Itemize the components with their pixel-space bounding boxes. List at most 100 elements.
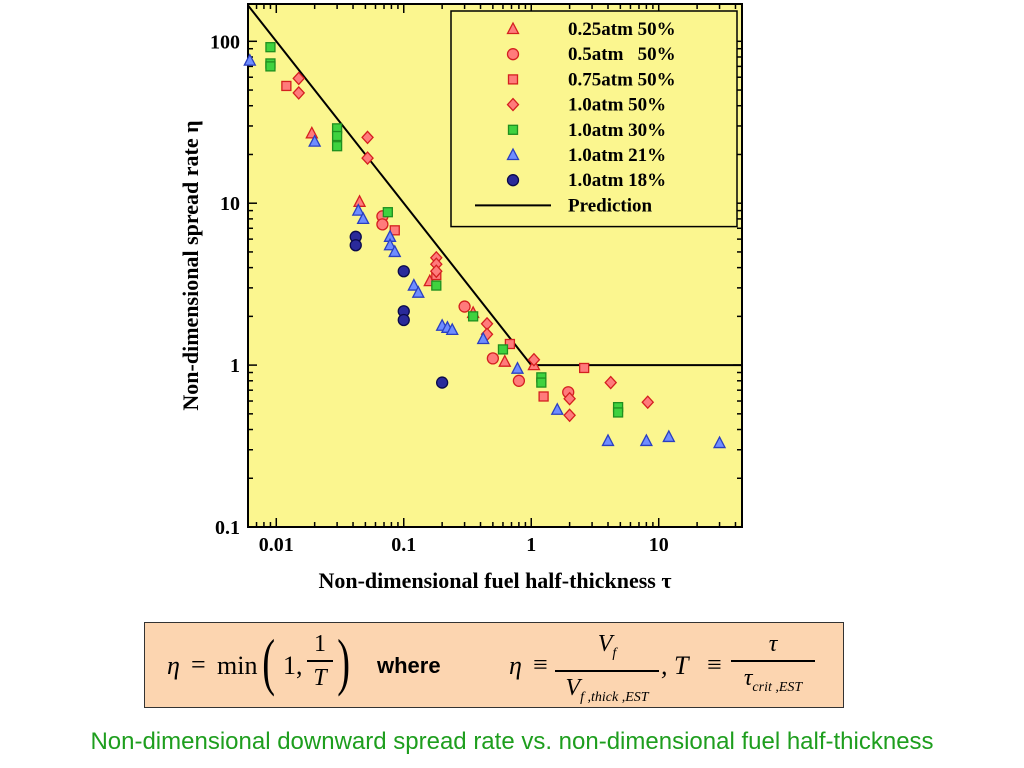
legend-label: 0.75atm 50% — [568, 69, 676, 90]
formula-equiv: ≡ — [533, 650, 548, 679]
data-point-1-0atm-21- — [445, 322, 459, 336]
chart: 0.01 0.1 1 10 0.1 1 10 100 0.25atm 50% 0.5atm 50… — [178, 3, 743, 593]
data-point-1-0atm-50- — [527, 352, 541, 367]
legend-label: 1.0atm 50% — [568, 95, 666, 116]
data-point-1-0atm-30- — [467, 311, 479, 322]
data-point-1-0atm-30- — [382, 207, 393, 218]
data-point-1-0atm-50- — [563, 391, 577, 406]
legend-label: 1.0atm 30% — [568, 120, 666, 141]
legend-marker — [506, 48, 520, 61]
legend-marker — [507, 124, 519, 135]
formula-den-sub: f ,thick ,EST — [580, 689, 649, 705]
data-point-0-5atm-50- — [458, 300, 471, 313]
data-point-1-0atm-21- — [351, 203, 365, 216]
data-point-0-25atm-50- — [498, 354, 512, 367]
legend-marker — [506, 97, 520, 112]
formula-fraction-bar — [307, 660, 333, 662]
data-point-1-0atm-18- — [435, 376, 449, 389]
data-point-1-0atm-21- — [639, 433, 653, 447]
formula-where: where — [377, 653, 441, 678]
formula-den-tau-sub: crit ,EST — [752, 679, 803, 695]
legend-box — [450, 10, 738, 228]
data-point-1-0atm-30- — [331, 141, 343, 152]
formula-equals: = — [191, 650, 206, 679]
axes: 0.01 0.1 1 10 0.1 1 10 100 — [210, 4, 742, 556]
formula-num-vf: Vf — [555, 629, 659, 669]
data-point-1-0atm-21- — [308, 134, 322, 147]
formula-min: min — [217, 651, 258, 680]
data-point-1-0atm-21- — [601, 433, 615, 447]
x-tick-label: 0.01 — [259, 534, 294, 556]
formula-den-v: V — [565, 674, 581, 701]
formula-vf-v: V — [597, 631, 613, 657]
formula-one-comma: 1, — [283, 651, 303, 680]
formula-den-vf-thick: Vf ,thick ,EST — [555, 673, 659, 713]
caption: Non-dimensional downward spread rate vs.… — [90, 728, 934, 755]
data-point-0-5atm-50- — [376, 218, 389, 231]
data-point-1-0atm-18- — [397, 265, 410, 278]
legend-marker — [506, 174, 520, 187]
data-point-1-0atm-50- — [361, 130, 374, 145]
data-point-0-5atm-50- — [512, 374, 526, 387]
data-point-1-0atm-21- — [662, 429, 676, 443]
y-tick-label: 1 — [230, 355, 240, 377]
formula-fraction-1-over-T: 1 T — [307, 629, 333, 693]
data-point-1-0atm-21- — [411, 285, 425, 298]
legend-label-prediction: Prediction — [568, 195, 653, 216]
data-point-1-0atm-50- — [563, 408, 577, 423]
formula-fraction-tau: τ τcrit ,EST — [731, 629, 815, 703]
formula-vf-sub: f — [612, 646, 617, 661]
data-point-1-0atm-30- — [536, 377, 547, 388]
formula-right-paren: ) — [337, 626, 351, 697]
legend-label: 0.5atm 50% — [568, 44, 676, 65]
formula-fraction-velocity: Vf Vf ,thick ,EST — [555, 629, 659, 713]
data-point-1-0atm-30- — [265, 42, 276, 53]
legend-marker — [506, 147, 520, 161]
data-point-0-75atm-50- — [281, 80, 292, 92]
data-point-1-0atm-18- — [349, 239, 362, 252]
formula-den-tau-crit: τcrit ,EST — [731, 663, 815, 703]
data-point-1-0atm-30- — [265, 61, 276, 72]
data-point-1-0atm-21- — [407, 278, 421, 291]
legend-label: 1.0atm 21% — [568, 145, 666, 166]
legend-marker — [507, 74, 519, 85]
data-point-1-0atm-21- — [383, 237, 397, 251]
formula-num-one: 1 — [314, 631, 326, 657]
y-tick-label: 10 — [220, 193, 240, 215]
data-point-1-0atm-50- — [604, 375, 618, 390]
data-point-0-75atm-50- — [538, 391, 549, 402]
data-point-1-0atm-18- — [397, 313, 410, 327]
data-point-1-0atm-21- — [476, 331, 490, 345]
data-point-1-0atm-50- — [361, 151, 374, 166]
y-axis-title: Non-dimensional spread rate η — [178, 120, 203, 410]
data-point-1-0atm-50- — [292, 85, 306, 100]
data-point-0-75atm-50- — [578, 362, 590, 374]
formula-den-tau: τ — [743, 664, 753, 691]
data-point-1-0atm-21- — [550, 402, 564, 415]
data-point-1-0atm-30- — [497, 344, 509, 355]
formula-equiv-2: ≡ — [707, 650, 722, 679]
x-tick-label: 1 — [526, 534, 536, 556]
data-point-0-5atm-50- — [486, 352, 500, 365]
formula-box: η = min ( 1, 1 T ) where η ≡ Vf Vf ,thic… — [144, 622, 844, 708]
data-point-1-0atm-30- — [331, 130, 343, 142]
formula-eta-2: η — [509, 651, 522, 680]
x-tick-label: 0.1 — [391, 534, 416, 556]
y-tick-label: 0.1 — [215, 517, 240, 539]
formula-fraction-bar-2 — [555, 670, 659, 672]
data-point-1-0atm-21- — [243, 53, 257, 66]
legend-label: 1.0atm 18% — [568, 170, 666, 191]
formula-den-T: T — [313, 664, 327, 691]
x-tick-label: 10 — [649, 534, 669, 556]
data-point-1-0atm-50- — [641, 395, 655, 410]
data-point-1-0atm-21- — [712, 435, 727, 449]
data-point-1-0atm-21- — [356, 211, 370, 225]
markers — [243, 42, 727, 449]
data-point-1-0atm-30- — [431, 280, 442, 291]
formula-num-tau: τ — [768, 631, 778, 657]
formula-eta: η — [167, 651, 180, 680]
data-point-1-0atm-21- — [388, 244, 402, 258]
legend-marker — [506, 21, 520, 35]
data-point-1-0atm-30- — [612, 407, 624, 418]
y-tick-label: 100 — [210, 31, 240, 53]
